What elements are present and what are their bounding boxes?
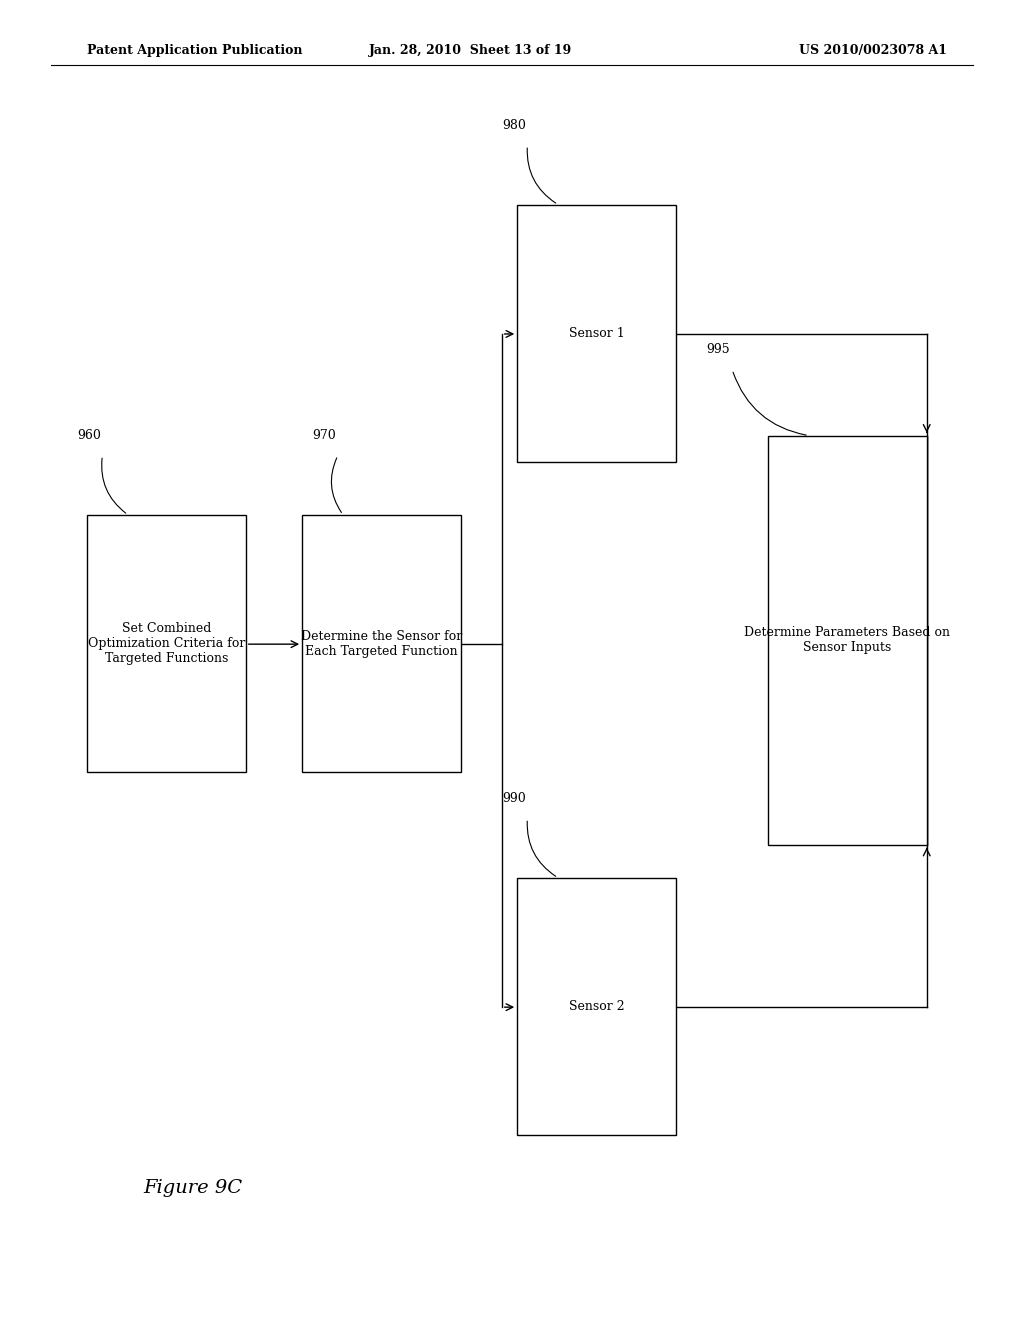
Text: Sensor 1: Sensor 1 (568, 327, 625, 339)
Text: Set Combined
Optimization Criteria for
Targeted Functions: Set Combined Optimization Criteria for T… (88, 622, 245, 665)
Text: Patent Application Publication: Patent Application Publication (87, 44, 302, 57)
Bar (768, 436, 927, 845)
Text: Determine Parameters Based on
Sensor Inputs: Determine Parameters Based on Sensor Inp… (744, 626, 950, 655)
Text: US 2010/0023078 A1: US 2010/0023078 A1 (799, 44, 947, 57)
Text: 970: 970 (312, 429, 336, 442)
Text: Jan. 28, 2010  Sheet 13 of 19: Jan. 28, 2010 Sheet 13 of 19 (370, 44, 572, 57)
Text: 990: 990 (502, 792, 525, 805)
Bar (302, 515, 461, 772)
Bar (517, 205, 676, 462)
Text: 995: 995 (707, 343, 730, 356)
Text: 980: 980 (502, 119, 525, 132)
Text: Sensor 2: Sensor 2 (568, 1001, 625, 1012)
Text: Figure 9C: Figure 9C (143, 1179, 243, 1197)
Bar (87, 515, 246, 772)
Text: 960: 960 (77, 429, 100, 442)
Text: Determine the Sensor for
Each Targeted Function: Determine the Sensor for Each Targeted F… (301, 630, 462, 657)
Bar (517, 878, 676, 1135)
